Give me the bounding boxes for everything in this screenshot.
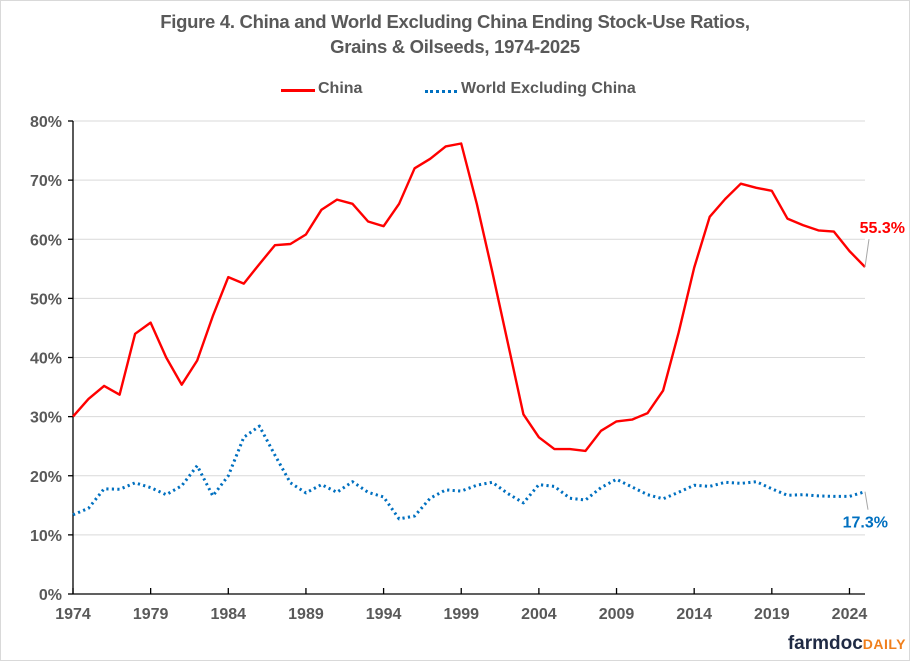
x-tick-label: 2024	[832, 606, 868, 623]
y-tick-label: 60%	[30, 232, 62, 249]
series-line-china	[72, 142, 866, 453]
data-label-leader	[864, 491, 869, 510]
y-tick-label: 40%	[30, 351, 62, 368]
x-tick-label: 2004	[521, 606, 557, 623]
y-tick-label: 70%	[30, 173, 62, 190]
x-tick-label: 1994	[366, 606, 402, 623]
legend-swatch-china	[281, 89, 315, 92]
y-tick-label: 20%	[30, 469, 62, 486]
data-label-china-end: 55.3%	[860, 220, 905, 237]
y-tick-label: 30%	[30, 410, 62, 427]
chart-subtitle: Grains & Oilseeds, 1974-2025	[330, 36, 580, 57]
chart-title: Figure 4. China and World Excluding Chin…	[160, 11, 750, 32]
y-tick-label: 0%	[39, 587, 62, 604]
x-tick-label: 1989	[288, 606, 324, 623]
x-tick-label: 1999	[443, 606, 479, 623]
data-label-leader	[864, 238, 870, 268]
x-tick-label: 2019	[754, 606, 790, 623]
legend-swatch-world	[425, 90, 457, 93]
y-tick-label: 80%	[30, 114, 62, 131]
legend-label-world: World Excluding China	[461, 80, 636, 97]
y-tick-label: 50%	[30, 291, 62, 308]
y-tick-label: 10%	[30, 528, 62, 545]
x-tick-label: 1979	[133, 606, 169, 623]
legend: China World Excluding China	[0, 80, 910, 100]
data-label-world-end: 17.3%	[843, 515, 888, 532]
x-tick-label: 1974	[55, 606, 91, 623]
farmdoc-daily-logo: farmdocDAILY	[787, 633, 906, 654]
legend-label-china: China	[318, 80, 363, 97]
x-tick-label: 2014	[676, 606, 712, 623]
x-tick-label: 1984	[210, 606, 246, 623]
series-line-world	[72, 424, 866, 521]
x-tick-label: 2009	[599, 606, 635, 623]
